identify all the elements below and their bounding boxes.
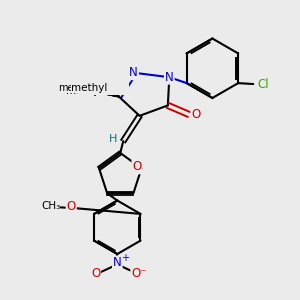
Text: methyl: methyl	[82, 78, 125, 91]
Text: +: +	[121, 253, 129, 263]
Text: N: N	[129, 66, 138, 79]
Text: methyl: methyl	[58, 83, 92, 93]
Text: O: O	[191, 108, 201, 121]
Text: N: N	[165, 71, 174, 84]
Text: O⁻: O⁻	[131, 267, 147, 280]
Text: O: O	[91, 267, 100, 280]
Text: O: O	[132, 160, 142, 173]
Text: Cl: Cl	[257, 77, 269, 91]
Text: methyl: methyl	[66, 85, 103, 96]
Text: H: H	[109, 134, 117, 144]
Text: O: O	[67, 200, 76, 213]
Text: methyl: methyl	[71, 82, 107, 93]
Text: N: N	[113, 256, 122, 269]
Text: methyl: methyl	[85, 80, 124, 90]
Text: methyl: methyl	[86, 89, 91, 91]
Text: CH₃: CH₃	[41, 202, 60, 212]
